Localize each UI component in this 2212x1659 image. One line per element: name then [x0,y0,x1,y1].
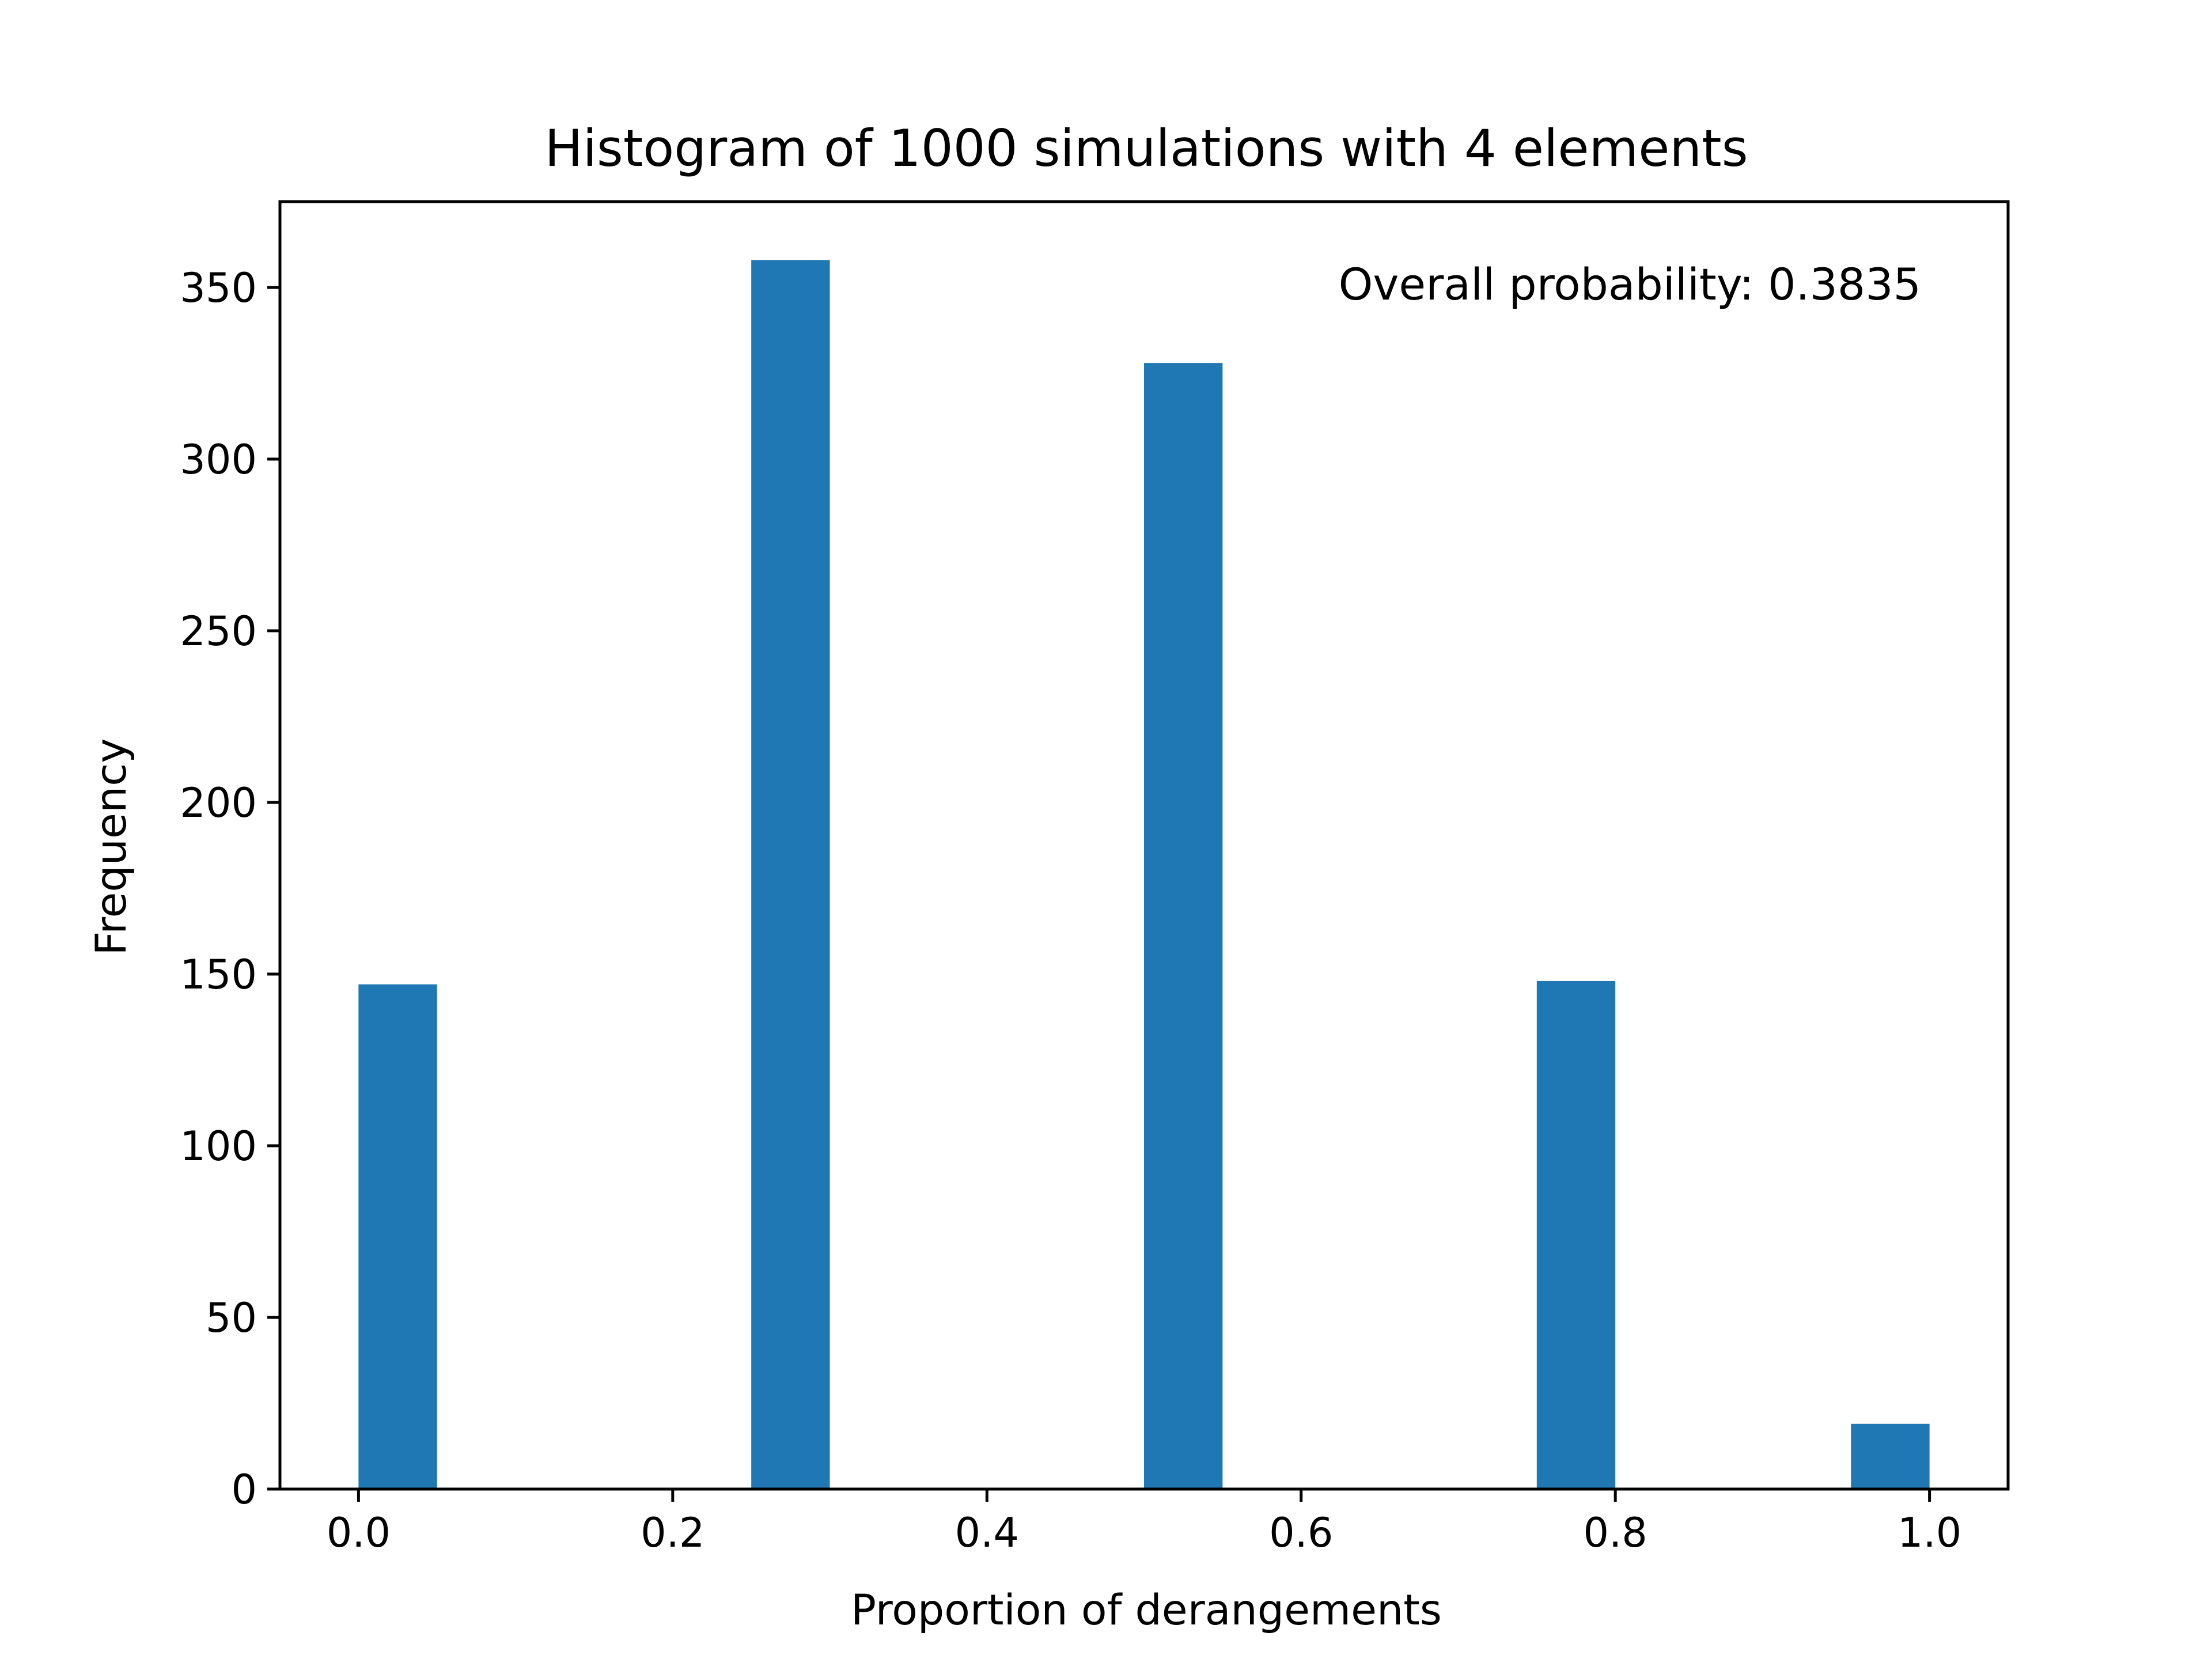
y-tick-label-7: 350 [180,264,257,312]
histogram-bar-2 [1144,363,1223,1489]
histogram-bar-0 [358,984,437,1489]
bars-group [358,260,1930,1489]
y-tick-label-1: 50 [206,1294,257,1342]
y-tick-label-4: 200 [180,779,257,827]
y-tick-label-6: 300 [180,436,257,483]
y-tick-label-3: 150 [180,951,257,998]
x-tick-label-5: 1.0 [1897,1509,1961,1556]
x-tick-label-1: 0.2 [641,1509,704,1556]
x-axis: 0.0 0.2 0.4 0.6 0.8 1.0 [327,1489,1961,1556]
plot-frame [278,200,2010,1491]
x-tick-label-2: 0.4 [955,1509,1019,1556]
x-tick-label-4: 0.8 [1584,1509,1647,1556]
histogram-bar-3 [1536,980,1616,1489]
histogram-bar-4 [1851,1423,1930,1489]
y-tick-label-2: 100 [180,1123,257,1170]
x-tick-label-0: 0.0 [327,1509,391,1556]
y-tick-label-0: 0 [231,1466,257,1513]
y-axis: 0 50 100 150 200 250 300 350 [180,264,280,1513]
histogram-bar-1 [751,260,830,1489]
overall-probability-annotation: Overall probability: 0.3835 [1339,259,1921,310]
y-tick-label-5: 250 [180,608,257,655]
y-axis-label: Frequency [87,738,136,955]
chart-title: Histogram of 1000 simulations with 4 ele… [544,119,1748,178]
x-axis-label: Proportion of derangements [851,1586,1442,1635]
x-tick-label-3: 0.6 [1269,1509,1333,1556]
